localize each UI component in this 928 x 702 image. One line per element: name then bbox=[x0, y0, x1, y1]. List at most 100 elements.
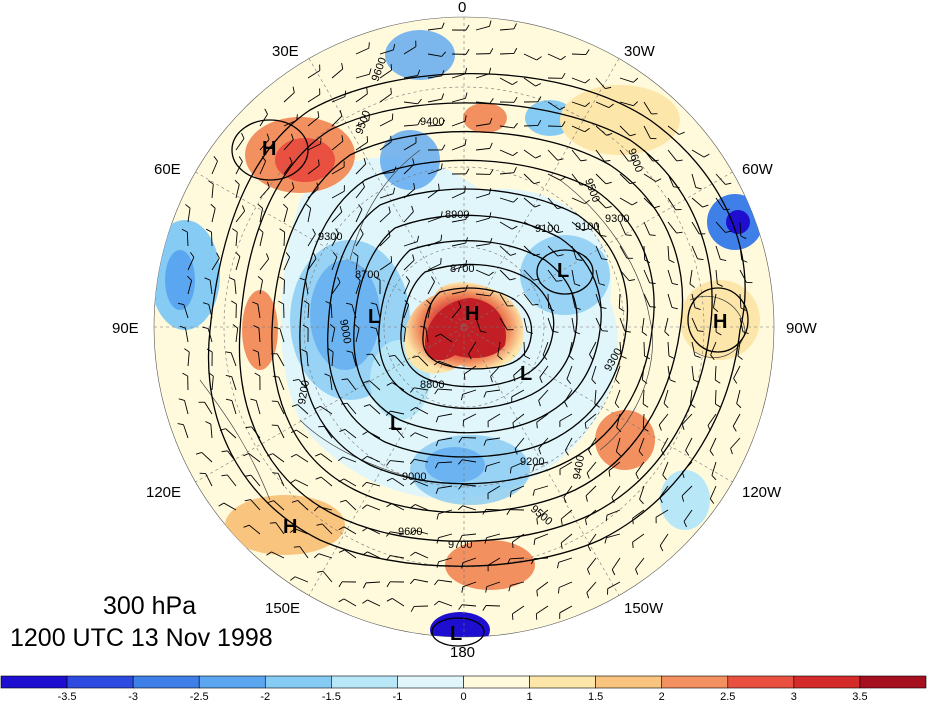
wind-barb bbox=[414, 458, 429, 463]
wind-barb-flag bbox=[707, 425, 711, 432]
wind-barb bbox=[343, 526, 357, 535]
wind-barb bbox=[211, 376, 214, 391]
wind-barb-flag bbox=[433, 360, 440, 366]
wind-barb bbox=[641, 317, 645, 332]
wind-barb bbox=[643, 221, 651, 235]
wind-barb bbox=[403, 124, 418, 127]
wind-barb-flag bbox=[506, 558, 511, 565]
wind-barb-flag bbox=[266, 133, 270, 140]
wind-barb bbox=[259, 161, 267, 175]
contour-label: 9400 bbox=[420, 116, 444, 128]
wind-barb bbox=[513, 365, 525, 376]
wind-barb bbox=[343, 598, 357, 607]
wind-barb bbox=[618, 293, 621, 309]
wind-barb bbox=[499, 245, 511, 256]
wind-barb bbox=[437, 461, 453, 464]
colorbar-swatch bbox=[595, 675, 663, 689]
wind-barb-flag bbox=[234, 179, 240, 185]
wind-barb-flag bbox=[580, 183, 587, 186]
wind-barb-flag bbox=[410, 480, 416, 485]
wind-barb-flag bbox=[292, 86, 295, 93]
wind-barb bbox=[736, 389, 741, 404]
wind-barb-flag bbox=[290, 528, 296, 533]
wind-barb bbox=[392, 477, 405, 487]
low-center: L bbox=[390, 413, 402, 435]
wind-barb-flag bbox=[386, 477, 393, 482]
wind-barb-flag bbox=[291, 182, 295, 189]
wind-barb-flag bbox=[434, 462, 439, 469]
wind-barb-flag bbox=[417, 69, 421, 76]
wind-barb-flag bbox=[464, 259, 468, 267]
wind-barb bbox=[733, 365, 741, 379]
wind-barb bbox=[512, 605, 525, 615]
wind-barb bbox=[523, 149, 536, 159]
wind-barb-flag bbox=[433, 600, 440, 606]
wind-barb-flag bbox=[416, 235, 420, 242]
wind-barb-flag bbox=[512, 422, 515, 429]
wind-barb bbox=[403, 304, 410, 319]
contour-label: 8700 bbox=[355, 269, 379, 281]
wind-barb-flag bbox=[440, 211, 443, 218]
wind-barb-flag bbox=[633, 77, 639, 83]
wind-barb bbox=[391, 598, 405, 607]
wind-barb-flag bbox=[409, 459, 415, 465]
wind-barb bbox=[355, 209, 363, 223]
wind-barb-flag bbox=[440, 234, 443, 241]
wind-barb bbox=[659, 533, 669, 546]
wind-barb-flag bbox=[177, 302, 184, 306]
wind-barb bbox=[427, 75, 442, 79]
wind-barb bbox=[414, 529, 429, 535]
wind-barb-flag bbox=[459, 535, 463, 542]
wind-barb bbox=[606, 509, 621, 516]
colorbar-tick-label: 0 bbox=[460, 691, 466, 702]
wind-barb bbox=[259, 280, 263, 295]
wind-barb bbox=[372, 353, 381, 367]
wind-barb-flag bbox=[642, 403, 649, 408]
contour-label: 9400 bbox=[571, 454, 587, 480]
wind-barb-flag bbox=[497, 355, 503, 360]
wind-barb-flag bbox=[285, 252, 291, 258]
colorbar-tick-label: 1 bbox=[527, 691, 533, 702]
wind-barb bbox=[331, 256, 338, 271]
wind-barb bbox=[635, 461, 645, 474]
wind-barb-flag bbox=[458, 459, 463, 465]
wind-barb-flag bbox=[639, 498, 644, 505]
wind-barb bbox=[369, 380, 381, 391]
wind-barb-flag bbox=[316, 182, 319, 189]
wind-barb bbox=[475, 123, 490, 127]
wind-barb-flag bbox=[316, 523, 323, 526]
wind-barb-flag bbox=[386, 581, 391, 588]
wind-barb bbox=[571, 317, 575, 332]
wind-barb-flag bbox=[649, 306, 656, 308]
wind-barb-flag bbox=[538, 400, 541, 407]
wind-barb-flag bbox=[332, 251, 338, 258]
wind-barb-flag bbox=[290, 479, 296, 484]
wind-barb-flag bbox=[616, 451, 621, 457]
wind-barb bbox=[427, 124, 443, 127]
wind-barb-flag bbox=[582, 228, 589, 232]
wind-barb bbox=[403, 163, 415, 175]
wind-barb-flag bbox=[465, 237, 468, 244]
wind-barb bbox=[331, 282, 341, 295]
colorbar-swatch bbox=[198, 675, 266, 689]
wind-barb-flag bbox=[584, 199, 590, 204]
wind-barb bbox=[414, 578, 429, 583]
wind-barb bbox=[451, 120, 466, 127]
wind-barb-flag bbox=[182, 372, 188, 377]
wind-barb bbox=[487, 413, 501, 422]
wind-barb-flag bbox=[187, 275, 192, 281]
wind-barb bbox=[307, 70, 321, 79]
wind-barb-flag bbox=[489, 142, 493, 149]
wind-barb-flag bbox=[601, 258, 608, 260]
wind-barb bbox=[655, 509, 669, 518]
wind-barb bbox=[275, 522, 285, 535]
wind-barb-flag bbox=[305, 203, 311, 209]
wind-barb bbox=[331, 68, 344, 79]
wind-barb-flag bbox=[673, 186, 680, 188]
wind-barb bbox=[451, 144, 466, 151]
wind-barb bbox=[584, 413, 597, 424]
wind-barb bbox=[475, 147, 490, 151]
wind-barb bbox=[715, 245, 721, 260]
wind-barb bbox=[739, 221, 742, 237]
wind-barb-flag bbox=[386, 531, 391, 537]
